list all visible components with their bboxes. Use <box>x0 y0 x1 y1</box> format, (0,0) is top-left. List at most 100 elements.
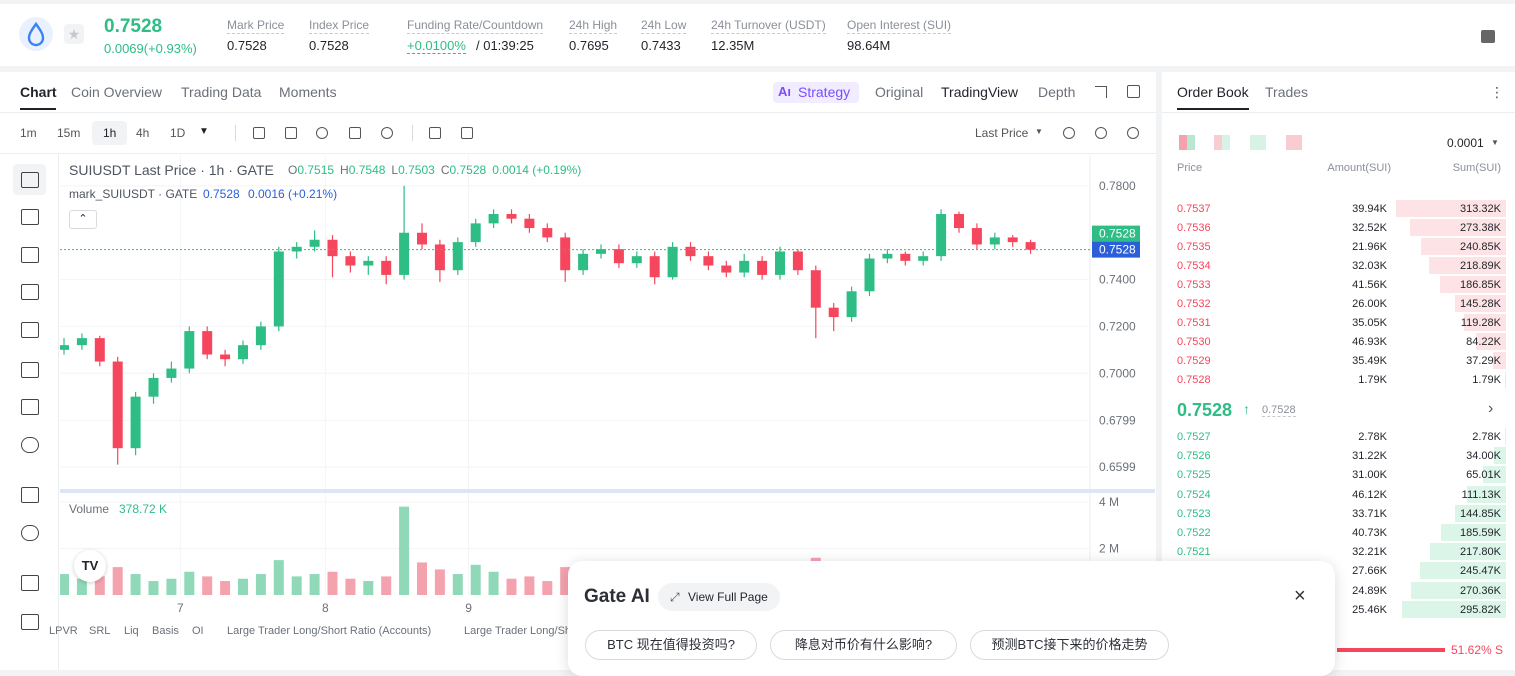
ob-sum: 84.22K <box>1466 336 1501 348</box>
candle-body <box>488 214 499 224</box>
view-tab[interactable]: Original <box>875 84 924 100</box>
dropdown-caret: ▼ <box>199 126 209 137</box>
ob-menu[interactable]: ⋮ <box>1490 84 1504 100</box>
depth-bar <box>1402 600 1506 618</box>
ob-price[interactable]: 0.7535 <box>1177 241 1211 253</box>
depth-bar <box>1454 295 1506 312</box>
toolbar-icon[interactable] <box>1127 127 1139 139</box>
ob-price[interactable]: 0.7528 <box>1177 374 1211 386</box>
interval[interactable]: 1D <box>170 126 186 140</box>
indicator-tab[interactable]: LPVR <box>49 625 78 637</box>
ob-layout-icon[interactable] <box>1286 135 1302 150</box>
candle-body <box>238 345 248 360</box>
stat-value: 0.7528 <box>227 38 267 53</box>
chart-legend-title: SUIUSDT Last Price · 1h · GATE <box>69 162 274 178</box>
favorite-star[interactable]: ★ <box>64 24 84 44</box>
suggestion-chip[interactable]: 预测BTC接下来的价格走势 <box>970 630 1169 660</box>
ohlc-key: C <box>440 163 450 177</box>
suggestion-chip[interactable]: BTC 现在值得投资吗? <box>585 630 757 660</box>
tool-icon[interactable] <box>21 322 39 338</box>
ob-layout-icon[interactable] <box>1214 135 1230 150</box>
ohlc-value: 0.7548 <box>348 163 386 177</box>
view-tab[interactable]: TradingView <box>941 84 1019 100</box>
ob-price[interactable]: 0.7523 <box>1177 507 1211 520</box>
tab[interactable]: Trading Data <box>181 84 262 100</box>
ob-sum: 144.85K <box>1460 507 1501 520</box>
tab[interactable]: Chart <box>20 84 57 100</box>
ohlc-value: 0.7528 <box>449 163 487 177</box>
indicator-tab[interactable]: OI <box>192 625 204 637</box>
view-tab[interactable]: Strategy <box>798 84 851 100</box>
tool-icon[interactable] <box>21 487 39 503</box>
ob-price[interactable]: 0.7537 <box>1177 203 1211 215</box>
ob-sum: 65.01K <box>1466 469 1501 482</box>
tab[interactable]: Coin Overview <box>71 84 163 100</box>
toolbar-icon[interactable] <box>381 127 393 139</box>
indicator-tab[interactable]: Basis <box>152 625 179 637</box>
fullscreen-icon[interactable] <box>1095 86 1107 98</box>
price-source[interactable]: Last Price <box>975 126 1029 140</box>
indicator-tab[interactable]: Large Trader Long/Short Ratio (Accounts) <box>227 625 432 637</box>
ob-price[interactable]: 0.7531 <box>1177 317 1211 329</box>
ob-price[interactable]: 0.7524 <box>1177 488 1211 501</box>
indicator-tab[interactable]: Large Trader Long/Sh <box>464 625 572 637</box>
expand-arrow[interactable]: › <box>1488 400 1494 417</box>
ob-price[interactable]: 0.7525 <box>1177 469 1211 482</box>
tool-icon[interactable] <box>21 614 39 630</box>
ohlc-value: 0.7503 <box>398 163 435 177</box>
ob-amount: 33.71K <box>1352 507 1387 520</box>
toolbar-icon[interactable] <box>1095 127 1107 139</box>
candle-body <box>989 237 1000 245</box>
view-full-page[interactable]: ⤢ View Full Page <box>658 583 780 611</box>
tool-icon[interactable] <box>21 284 39 300</box>
window-icon[interactable] <box>1127 85 1140 98</box>
ob-price[interactable]: 0.7521 <box>1177 546 1211 559</box>
suggestion-chip[interactable]: 降息对币价有什么影响? <box>770 630 957 660</box>
toolbar-icon[interactable] <box>1063 127 1075 139</box>
ob-price[interactable]: 0.7522 <box>1177 527 1211 539</box>
view-tab[interactable]: Depth <box>1038 84 1076 100</box>
price-change: 0.0069(+0.93%) <box>104 41 197 56</box>
ob-price[interactable]: 0.7530 <box>1177 336 1211 348</box>
toolbar-icon[interactable] <box>285 127 297 139</box>
tool-icon[interactable] <box>21 362 39 378</box>
tool-icon[interactable] <box>21 172 39 188</box>
interval[interactable]: 15m <box>57 126 81 140</box>
interval[interactable]: 1m <box>20 126 37 140</box>
ob-price[interactable]: 0.7533 <box>1177 279 1211 291</box>
tab[interactable]: Moments <box>279 84 337 100</box>
ob-price[interactable]: 0.7532 <box>1177 298 1211 310</box>
ob-price[interactable]: 0.7536 <box>1177 222 1211 234</box>
ob-price[interactable]: 0.7534 <box>1177 260 1211 272</box>
ob-price[interactable]: 0.7529 <box>1177 355 1211 367</box>
ob-tab[interactable]: Trades <box>1265 84 1309 100</box>
interval[interactable]: 1h <box>103 126 117 140</box>
ob-price[interactable]: 0.7526 <box>1177 450 1211 463</box>
ob-tab[interactable]: Order Book <box>1177 84 1249 100</box>
depth-bar <box>1505 371 1506 388</box>
collapse-legend[interactable]: ⌃ <box>69 210 97 229</box>
tool-icon[interactable] <box>21 247 39 263</box>
tool-icon[interactable] <box>21 209 39 225</box>
interval[interactable]: 4h <box>136 126 150 140</box>
tool-icon[interactable] <box>21 575 39 591</box>
header-icon[interactable] <box>1481 30 1495 43</box>
chart-legend-ohlc: O0.7515 H0.7548 L0.7503 C0.7528 0.0014 (+0.1… <box>288 163 581 177</box>
ob-layout-icon[interactable] <box>1250 135 1266 150</box>
toolbar-icon[interactable] <box>429 127 441 139</box>
close-button[interactable]: × <box>1294 585 1306 607</box>
ob-layout-icon[interactable] <box>1179 135 1195 150</box>
candle-body <box>417 232 427 245</box>
tool-icon[interactable] <box>21 437 39 453</box>
toolbar-icon[interactable] <box>316 127 328 139</box>
indicator-tab[interactable]: SRL <box>89 625 111 637</box>
tool-icon[interactable] <box>21 399 39 415</box>
tool-icon[interactable] <box>21 525 39 541</box>
ob-price[interactable]: 0.7527 <box>1177 431 1211 443</box>
toolbar-icon[interactable] <box>461 127 473 139</box>
indicator-tab[interactable]: Liq <box>124 625 139 637</box>
toolbar-icon[interactable] <box>349 127 361 139</box>
ob-precision[interactable]: 0.0001 <box>1447 136 1484 150</box>
toolbar-icon[interactable] <box>253 127 265 139</box>
tradingview-logo[interactable]: TV <box>74 550 106 582</box>
